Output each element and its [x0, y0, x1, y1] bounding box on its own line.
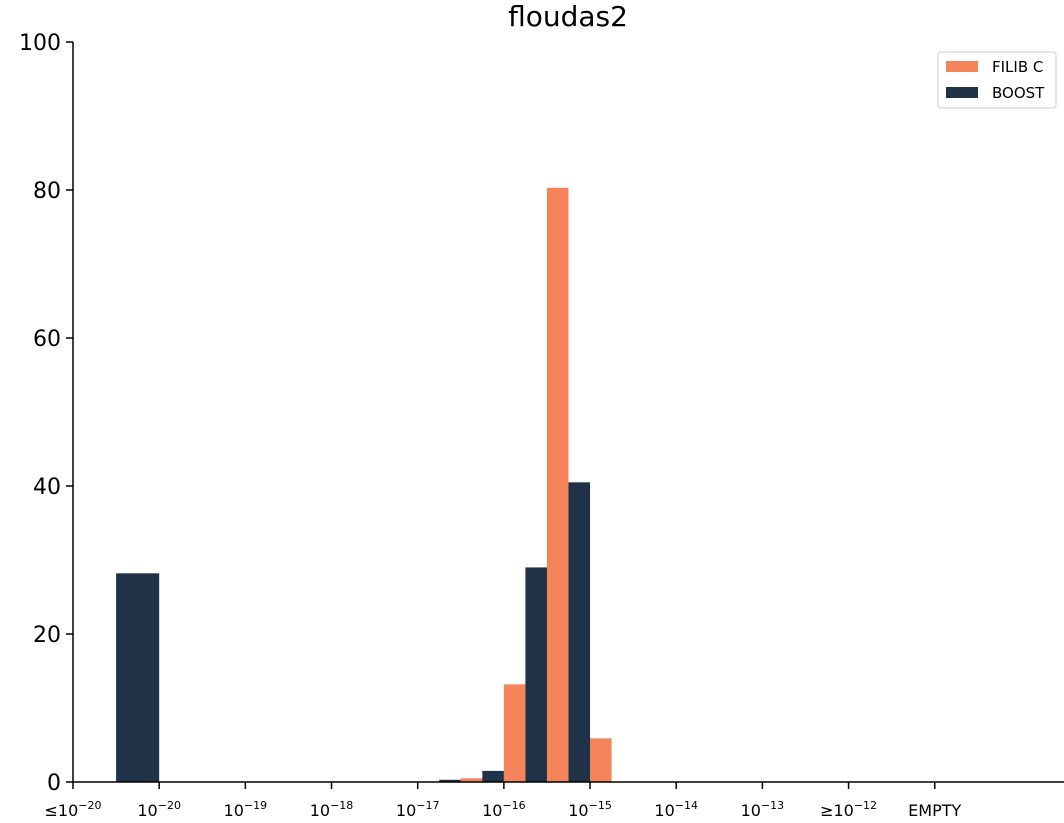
y-tick-label: 100: [19, 31, 61, 56]
legend-swatch: [946, 87, 978, 98]
y-tick-label: 20: [33, 623, 61, 648]
legend-label: BOOST: [992, 84, 1045, 102]
y-tick-label: 40: [33, 475, 61, 500]
bar: [116, 573, 160, 782]
x-tick-label: ≥10−12: [820, 799, 877, 820]
x-tick-base: EMPTY: [908, 801, 961, 820]
x-tick-label: 10−18: [310, 799, 354, 820]
x-tick-base: 10: [568, 801, 588, 820]
x-tick-base: 10: [482, 801, 502, 820]
bar: [460, 778, 483, 782]
x-tick-base: ≤10: [45, 801, 79, 820]
x-tick-base: 10: [137, 801, 157, 820]
x-tick-base: 10: [741, 801, 761, 820]
x-tick-exponent: −18: [330, 799, 353, 812]
legend-label: FILIB C: [992, 58, 1043, 76]
x-tick-base: ≥10: [820, 801, 854, 820]
x-tick-base: 10: [396, 801, 416, 820]
bar: [482, 770, 504, 782]
x-tick-label: 10−17: [396, 799, 440, 820]
x-tick-label: EMPTY: [908, 801, 961, 820]
x-tick-label: 10−14: [654, 799, 698, 820]
x-tick-base: 10: [224, 801, 244, 820]
x-tick-exponent: −16: [502, 799, 525, 812]
x-tick-exponent: −13: [761, 799, 784, 812]
x-tick-label: 10−13: [741, 799, 785, 820]
bar: [525, 567, 547, 782]
bar: [590, 738, 612, 782]
bar: [546, 187, 569, 782]
bar: [503, 684, 526, 782]
bar: [439, 779, 461, 782]
x-tick-exponent: −15: [589, 799, 612, 812]
x-tick-exponent: −19: [244, 799, 267, 812]
x-tick-label: 10−20: [137, 799, 181, 820]
x-tick-label: 10−19: [224, 799, 268, 820]
y-tick-label: 60: [33, 327, 61, 352]
x-tick-label: 10−15: [568, 799, 612, 820]
bar: [568, 482, 591, 782]
x-tick-base: 10: [310, 801, 330, 820]
y-tick-label: 80: [33, 179, 61, 204]
x-tick-exponent: −20: [158, 799, 181, 812]
legend-swatch: [946, 61, 978, 72]
x-tick-base: 10: [654, 801, 674, 820]
x-tick-exponent: −20: [78, 799, 101, 812]
x-tick-exponent: −12: [854, 799, 877, 812]
chart-title: floudas2: [508, 0, 628, 33]
x-tick-exponent: −14: [675, 799, 698, 812]
y-tick-label: 0: [47, 771, 61, 796]
x-tick-label: 10−16: [482, 799, 526, 820]
x-tick-label: ≤10−20: [45, 799, 102, 820]
x-tick-exponent: −17: [416, 799, 439, 812]
